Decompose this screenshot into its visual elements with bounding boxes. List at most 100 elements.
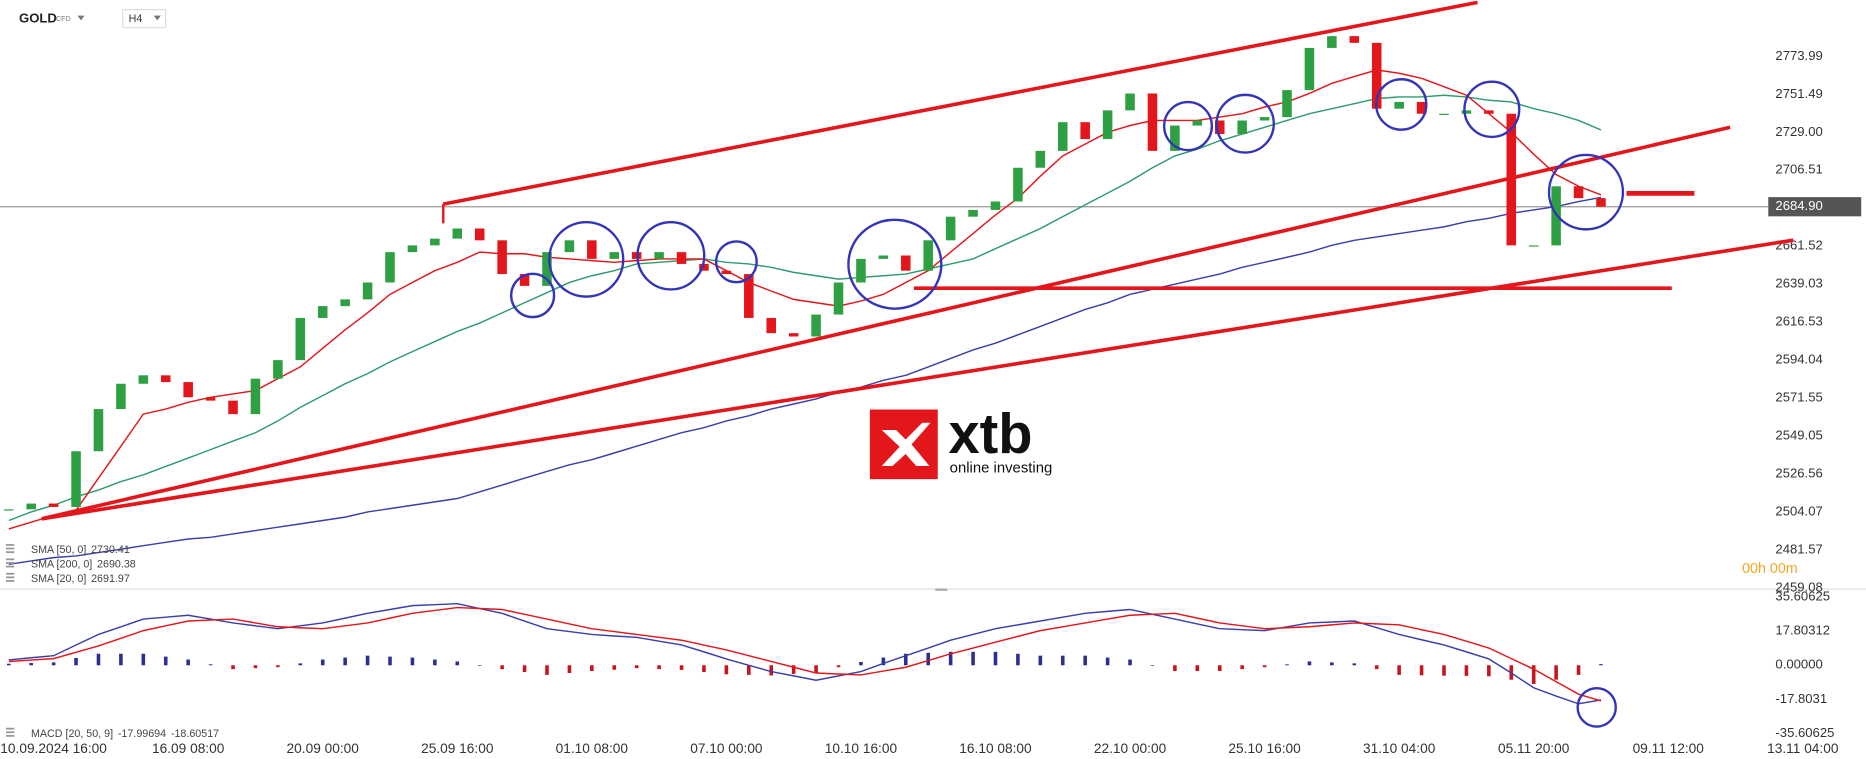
macd-histogram-bar	[1397, 665, 1401, 675]
macd-histogram-bar	[1240, 665, 1244, 670]
candle	[1080, 122, 1090, 140]
y-tick-label: 2459.08	[1775, 579, 1822, 594]
symbol[interactable]: GOLD	[19, 11, 57, 26]
macd-histogram-bar	[881, 657, 886, 666]
timeframe[interactable]: H4	[129, 13, 143, 25]
annotations	[41, 0, 1794, 728]
header: GOLD CFD H4	[19, 9, 167, 29]
legend-value: -18.60517	[171, 728, 219, 740]
candle	[250, 378, 261, 415]
x-tick-label: 20.09 00:00	[287, 741, 360, 756]
x-tick-label: 10.10 16:00	[825, 741, 898, 756]
x-tick-label: 13.11 04:00	[1767, 741, 1839, 756]
y-tick-label: 2549.05	[1775, 427, 1822, 442]
y-tick-label: 2594.04	[1775, 352, 1822, 367]
macd-histogram-bar	[96, 653, 101, 666]
candle	[564, 240, 575, 253]
legend-value: 2730.41	[91, 544, 130, 556]
timeframe-dropdown[interactable]	[153, 15, 161, 21]
logo-brand: xtb	[948, 402, 1032, 465]
candle	[1013, 167, 1023, 202]
symbol-dropdown[interactable]	[77, 15, 85, 21]
macd-histogram-bar	[926, 652, 930, 666]
candle	[721, 270, 732, 275]
candle	[474, 228, 485, 241]
candle	[1304, 47, 1315, 91]
macd-histogram-bar	[634, 665, 639, 669]
x-tick-label: 09.11 12:00	[1633, 741, 1705, 756]
macd-histogram-bar	[74, 657, 78, 666]
macd-histogram-bar	[186, 659, 190, 666]
macd-histogram-bar	[590, 665, 594, 672]
candle	[968, 209, 978, 217]
legend-entry: SMA [20, 0] 2691.97	[31, 573, 130, 585]
macd-histogram-bar	[1599, 664, 1603, 666]
highlight-circle	[636, 220, 706, 291]
y-tick-label: 2639.03	[1775, 276, 1822, 291]
highlight-circle	[847, 218, 943, 310]
countdown: 00h 00m	[1742, 561, 1798, 577]
macd-histogram-bar	[567, 665, 572, 673]
macd-tick-label: 0.00000	[1775, 657, 1822, 672]
macd-tick-label: 35.60625	[1775, 588, 1830, 603]
macd-histogram-bar	[1060, 655, 1065, 666]
timeframe-box[interactable]	[122, 9, 167, 29]
macd-line	[8, 602, 1602, 705]
macd-histogram-bar	[545, 665, 549, 675]
candle	[1125, 93, 1135, 111]
y-tick-label: 2504.07	[1775, 503, 1822, 518]
y-tick-label: 2729.00	[1775, 124, 1822, 139]
macd-histogram-bar	[6, 663, 11, 666]
macd-histogram-bar	[769, 665, 774, 676]
candle	[1484, 110, 1494, 114]
candle	[1596, 198, 1606, 207]
x-tick-label: 05.11 20:00	[1498, 741, 1570, 756]
candle	[811, 314, 821, 337]
macd-histogram-bar	[993, 651, 998, 666]
macd-histogram-bar	[1285, 664, 1289, 666]
candle	[1461, 110, 1472, 114]
macd-histogram-bar	[859, 662, 863, 666]
legend-value: 2690.38	[97, 558, 136, 570]
macd-histogram-bar	[276, 665, 280, 668]
candle	[654, 252, 664, 259]
sma-line	[8, 94, 1602, 522]
candle	[1416, 101, 1427, 114]
macd-tick-label: -35.60625	[1775, 725, 1834, 740]
x-tick-label: 16.10 08:00	[959, 741, 1032, 756]
candle	[138, 375, 149, 384]
macd-histogram-bar	[1128, 659, 1132, 666]
legend-value: -17.99694	[118, 728, 166, 740]
macd-histogram-bar	[119, 653, 123, 666]
candle	[923, 240, 933, 271]
macd-histogram-bar	[141, 653, 146, 666]
legend-entry: SMA [200, 0] 2690.38	[31, 558, 136, 570]
last-price-label: 2684.90	[1775, 198, 1822, 213]
candle	[676, 252, 687, 264]
y-tick-label: 2616.53	[1775, 314, 1822, 329]
macd-histogram-bar	[433, 659, 437, 666]
highlight-circle	[1162, 100, 1214, 152]
macd-histogram-bar	[903, 653, 908, 666]
macd-histogram-bar	[814, 665, 818, 673]
candle	[1259, 117, 1270, 121]
legend-name: SMA [20, 0]	[31, 573, 86, 585]
candle	[833, 282, 844, 315]
macd-histogram-bar	[298, 663, 303, 666]
candle	[385, 252, 395, 283]
candle	[1528, 245, 1539, 247]
candle	[26, 503, 36, 510]
x-tick-label: 01.10 08:00	[556, 741, 629, 756]
trend-line	[442, 0, 1478, 206]
highlight-circle	[509, 272, 556, 319]
candle	[788, 333, 799, 337]
macd-histogram-bar	[500, 665, 504, 670]
macd-histogram-bar	[208, 664, 213, 666]
candle	[497, 240, 507, 275]
sma-line	[8, 69, 1602, 530]
candle	[4, 509, 14, 511]
logo-x	[881, 422, 931, 466]
macd-histogram-bar	[1016, 653, 1020, 666]
candle	[1035, 150, 1046, 168]
